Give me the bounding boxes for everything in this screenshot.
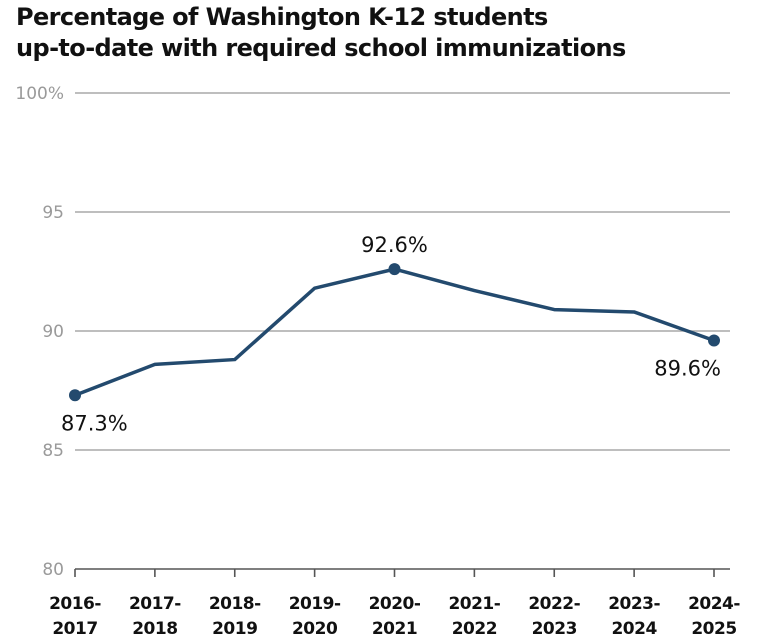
y-tick-label: 85 [42,441,64,461]
data-point-marker [69,389,81,402]
data-labels: 87.3% 92.6% 89.6% [61,233,721,435]
chart-title-line-1: Percentage of Washington K-12 students [16,3,548,31]
x-tick-label: 2024- [688,594,740,614]
y-tick-label: 80 [42,560,64,580]
x-tick-label: 2021- [448,594,500,614]
x-tick-label: 2025 [691,619,736,639]
x-tick-label: 2020 [292,619,338,639]
x-tick-label: 2018- [209,594,261,614]
x-tick-label: 2021 [372,619,417,639]
data-label: 87.3% [61,411,128,435]
data-label: 89.6% [654,357,721,381]
y-axis-ticks: 80 85 90 95 100% [15,84,64,580]
gridlines [75,92,730,570]
series-line-group [69,263,720,402]
y-tick-label: 100% [15,84,64,104]
x-tick-label: 2023 [532,619,577,639]
x-tick-label: 2024 [611,619,657,639]
x-axis: 2016- 2017 2017- 2018 2018- 2019 2019- 2020 2020… [49,569,741,639]
y-tick-label: 95 [42,203,64,223]
series-line [73,267,716,398]
x-tick-label: 2016- [49,594,101,614]
x-tick-label: 2020- [369,594,421,614]
x-tick-label: 2022- [528,594,580,614]
x-tick-label: 2017 [52,619,97,639]
data-label: 92.6% [361,233,428,257]
x-tick-label: 2023- [608,594,660,614]
data-point-marker [708,334,720,347]
data-point-marker [388,263,401,276]
chart-title: Percentage of Washington K-12 students u… [16,2,626,64]
x-tick-label: 2022 [452,619,497,639]
y-tick-label: 90 [42,322,64,342]
x-tick-label: 2019- [289,594,341,614]
chart-title-line-2: up-to-date with required school immuniza… [16,34,626,62]
x-tick-label: 2019 [212,619,257,639]
x-tick-label: 2018 [132,619,177,639]
x-tick-label: 2017- [129,594,181,614]
